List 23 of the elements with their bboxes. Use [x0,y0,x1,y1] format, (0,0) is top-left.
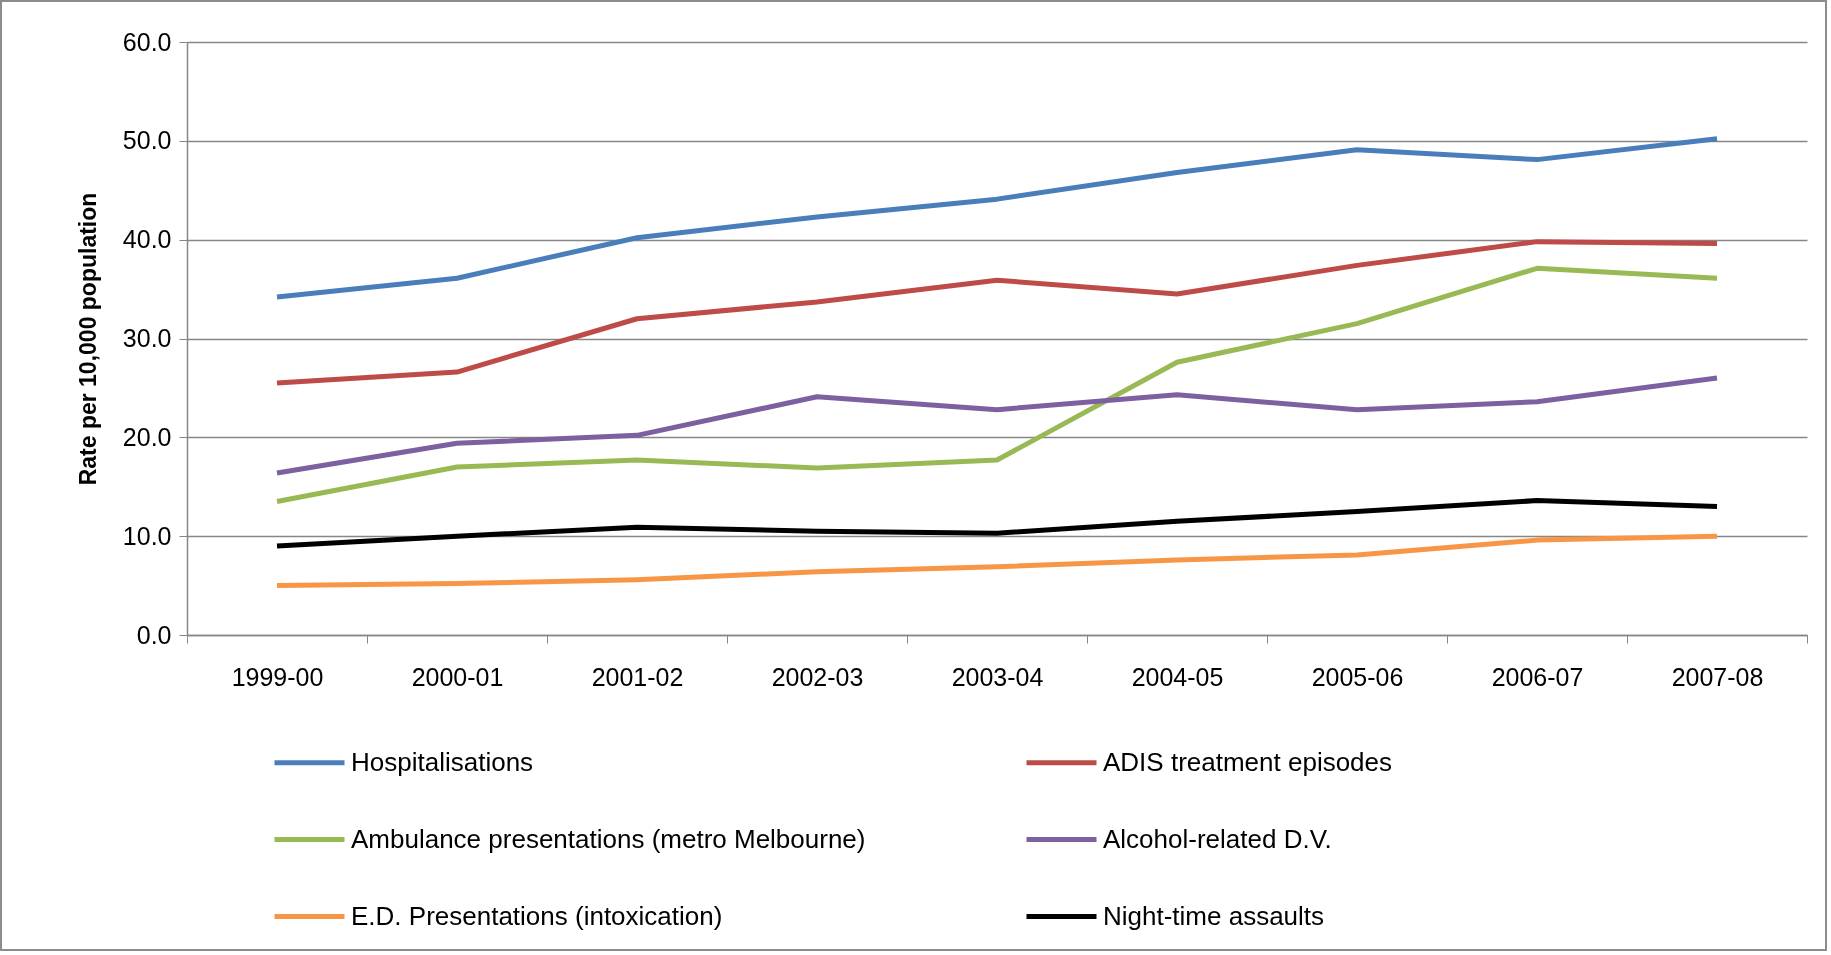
y-axis-title: Rate per 10,000 population [74,192,101,486]
x-tick-label: 2003-04 [951,662,1044,691]
x-tick-label: 2001-02 [591,662,684,691]
x-tick-label: 2007-08 [1671,662,1764,691]
x-tick-label: 1999-00 [231,662,324,691]
x-tick-label: 2002-03 [771,662,864,691]
y-tick-label: 40.0 [122,225,172,254]
legend-label: Alcohol-related D.V. [1103,823,1332,854]
legend-label: Night-time assaults [1103,900,1325,931]
y-tick-label: 50.0 [122,126,172,155]
x-tick-label: 2005-06 [1311,662,1404,691]
legend-label: Ambulance presentations (metro Melbourne) [351,823,866,854]
x-tick-label: 2006-07 [1491,662,1584,691]
legend-label: E.D. Presentations (intoxication) [351,900,723,931]
y-tick-label: 20.0 [122,422,172,451]
y-tick-label: 60.0 [122,27,172,56]
y-tick-label: 10.0 [122,521,172,550]
x-tick-label: 2004-05 [1131,662,1224,691]
legend-label: ADIS treatment episodes [1103,746,1393,777]
y-tick-label: 30.0 [122,324,172,352]
legend-label: Hospitalisations [351,746,534,777]
x-tick-label: 2000-01 [411,662,504,691]
y-tick-label: 0.0 [136,620,172,649]
